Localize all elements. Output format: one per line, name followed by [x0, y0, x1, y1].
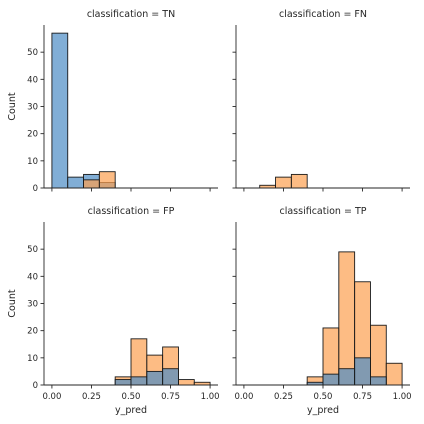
y-tick-label: 20	[27, 327, 38, 337]
histogram-bar-orange	[275, 176, 292, 189]
x-tick-label: 0.00	[42, 392, 61, 402]
histogram-bar-orange	[98, 171, 116, 189]
x-tick-label: 0.25	[82, 392, 101, 402]
facet-panel-3: classification = FP 0 10 20 30 40 50 0.00 0.25 0.…	[7, 206, 220, 416]
histogram-bar-blue	[370, 376, 387, 386]
histogram-bar-blue	[51, 32, 69, 189]
x-tick-label: 0.75	[161, 392, 180, 402]
facet-title: classification = FN	[279, 9, 367, 20]
y-tick-label: 30	[27, 300, 38, 310]
x-tick-label: 1.00	[201, 392, 220, 402]
y-tick-label: 30	[27, 103, 38, 113]
histogram-bar-blue	[354, 357, 371, 386]
x-tick-label: 0.25	[274, 392, 293, 402]
y-tick-label: 40	[27, 272, 38, 282]
histogram-bar-blue	[322, 373, 340, 386]
histogram-bar-blue	[162, 368, 179, 386]
histogram-bar-orange	[338, 251, 356, 386]
x-axis-label: y_pred	[115, 405, 147, 416]
x-tick-label: 0.75	[353, 392, 372, 402]
x-axis-label: y_pred	[307, 405, 339, 416]
facet-title: classification = TN	[87, 9, 175, 20]
y-axis-label: Count	[7, 289, 18, 317]
histogram-bar-orange	[178, 379, 195, 386]
x-tick-label: 0.00	[234, 392, 253, 402]
y-tick-label: 40	[27, 75, 38, 85]
y-tick-label: 10	[27, 157, 38, 167]
y-tick-label: 10	[27, 354, 38, 364]
y-axis-label: Count	[7, 92, 18, 120]
x-tick-label: 1.00	[393, 392, 412, 402]
facet-panel-1: classification = TN 0 10 20 30 40 50 Count	[7, 9, 218, 194]
x-tick-label: 0.50	[122, 392, 141, 402]
histogram-bar-blue	[130, 376, 148, 386]
histogram-bar-orange	[385, 362, 403, 386]
y-tick-label: 0	[33, 184, 38, 194]
y-tick-label: 50	[27, 245, 38, 255]
facet-panel-4: classification = TP 0.00 0.25 0.50 0.75 1.00 y…	[232, 206, 412, 416]
x-tick-label: 0.50	[314, 392, 333, 402]
y-tick-label: 20	[27, 130, 38, 140]
facet-title: classification = TP	[280, 206, 367, 217]
histogram-bar-blue	[146, 370, 164, 386]
facet-title: classification = FP	[88, 206, 175, 217]
histogram-bar-orange	[370, 324, 387, 386]
histogram-bar-orange	[83, 179, 100, 189]
facet-panel-2: classification = FN	[232, 9, 410, 192]
y-tick-label: 50	[27, 48, 38, 58]
histogram-bar-orange	[290, 173, 308, 189]
histogram-bar-blue	[114, 379, 132, 386]
histogram-bar-blue	[338, 368, 356, 386]
histogram-bar-blue	[67, 176, 84, 189]
y-tick-label: 0	[33, 381, 38, 391]
